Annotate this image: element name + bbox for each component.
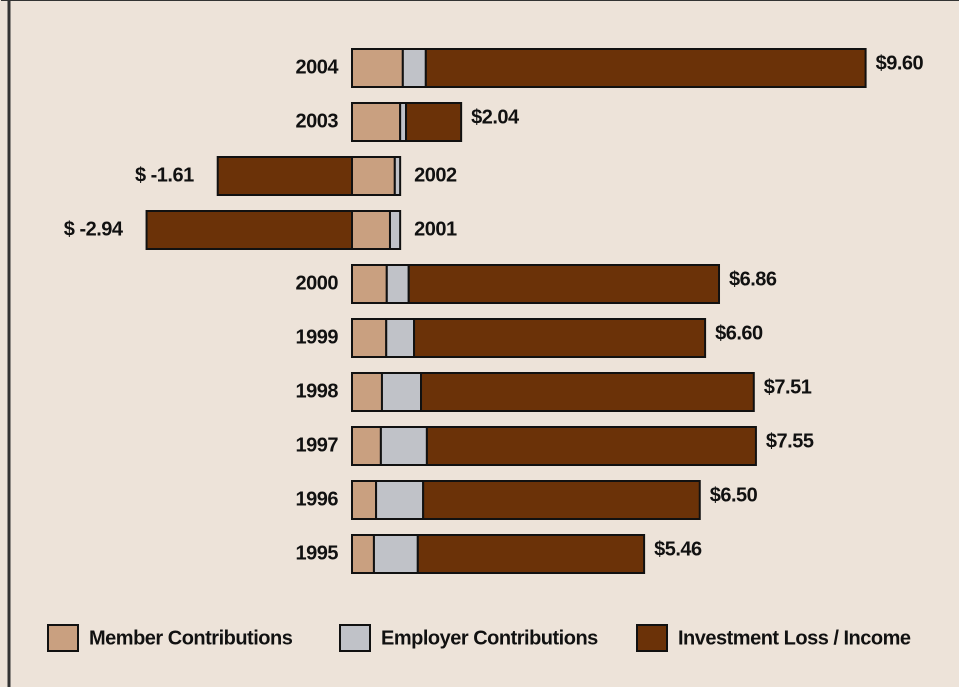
legend-label: Employer Contributions [381, 627, 598, 649]
bar-segment [385, 264, 410, 304]
bar-segment [372, 534, 419, 574]
bar-segment [351, 264, 388, 304]
total-label: $ -1.61 [135, 164, 194, 186]
category-label: 2000 [296, 272, 339, 294]
bar-segment [379, 426, 428, 466]
category-label: 1998 [296, 380, 339, 402]
legend-swatch [636, 624, 668, 652]
bar-segment [351, 210, 391, 250]
category-label: 1995 [296, 542, 339, 564]
bar-segment [425, 426, 757, 466]
total-label: $6.50 [710, 484, 758, 506]
total-label: $6.86 [729, 268, 777, 290]
category-label: 2003 [296, 110, 339, 132]
category-label: 2002 [414, 164, 457, 186]
bar-segment [422, 480, 701, 520]
category-label: 1997 [296, 434, 339, 456]
bar-segment [351, 426, 382, 466]
bar-segment [407, 264, 721, 304]
total-label: $2.04 [471, 106, 520, 128]
bar-segment [351, 372, 383, 412]
bar-segment [416, 534, 646, 574]
legend-swatch [47, 624, 79, 652]
bar-segment [351, 480, 378, 520]
bar-segment [351, 102, 402, 142]
bar-segment [216, 156, 353, 196]
total-label: $6.60 [715, 322, 763, 344]
legend-swatch [339, 624, 371, 652]
category-label: 2004 [296, 56, 340, 78]
legend-label: Investment Loss / Income [678, 627, 911, 649]
bar-segment [351, 534, 375, 574]
total-label: $7.51 [764, 376, 812, 398]
bar-segment [388, 210, 402, 250]
category-label: 1999 [296, 326, 339, 348]
bar-segment [385, 318, 416, 358]
bar-segment [380, 372, 423, 412]
bar-segment [413, 318, 707, 358]
bar-segment [420, 372, 755, 412]
bar-segment [351, 156, 396, 196]
total-label: $ -2.94 [64, 218, 124, 240]
bar-segment [375, 480, 425, 520]
bar-segment [424, 48, 867, 88]
total-label: $7.55 [766, 430, 814, 452]
bar-segment [393, 156, 402, 196]
total-label: $5.46 [654, 538, 702, 560]
bar-segment [145, 210, 353, 250]
bar-segment [401, 48, 427, 88]
bar-segment [405, 102, 463, 142]
category-label: 1996 [296, 488, 339, 510]
category-label: 2001 [414, 218, 457, 240]
bar-segment [351, 318, 388, 358]
bar-segment [351, 48, 404, 88]
legend-label: Member Contributions [89, 627, 293, 649]
total-label: $9.60 [876, 52, 924, 74]
